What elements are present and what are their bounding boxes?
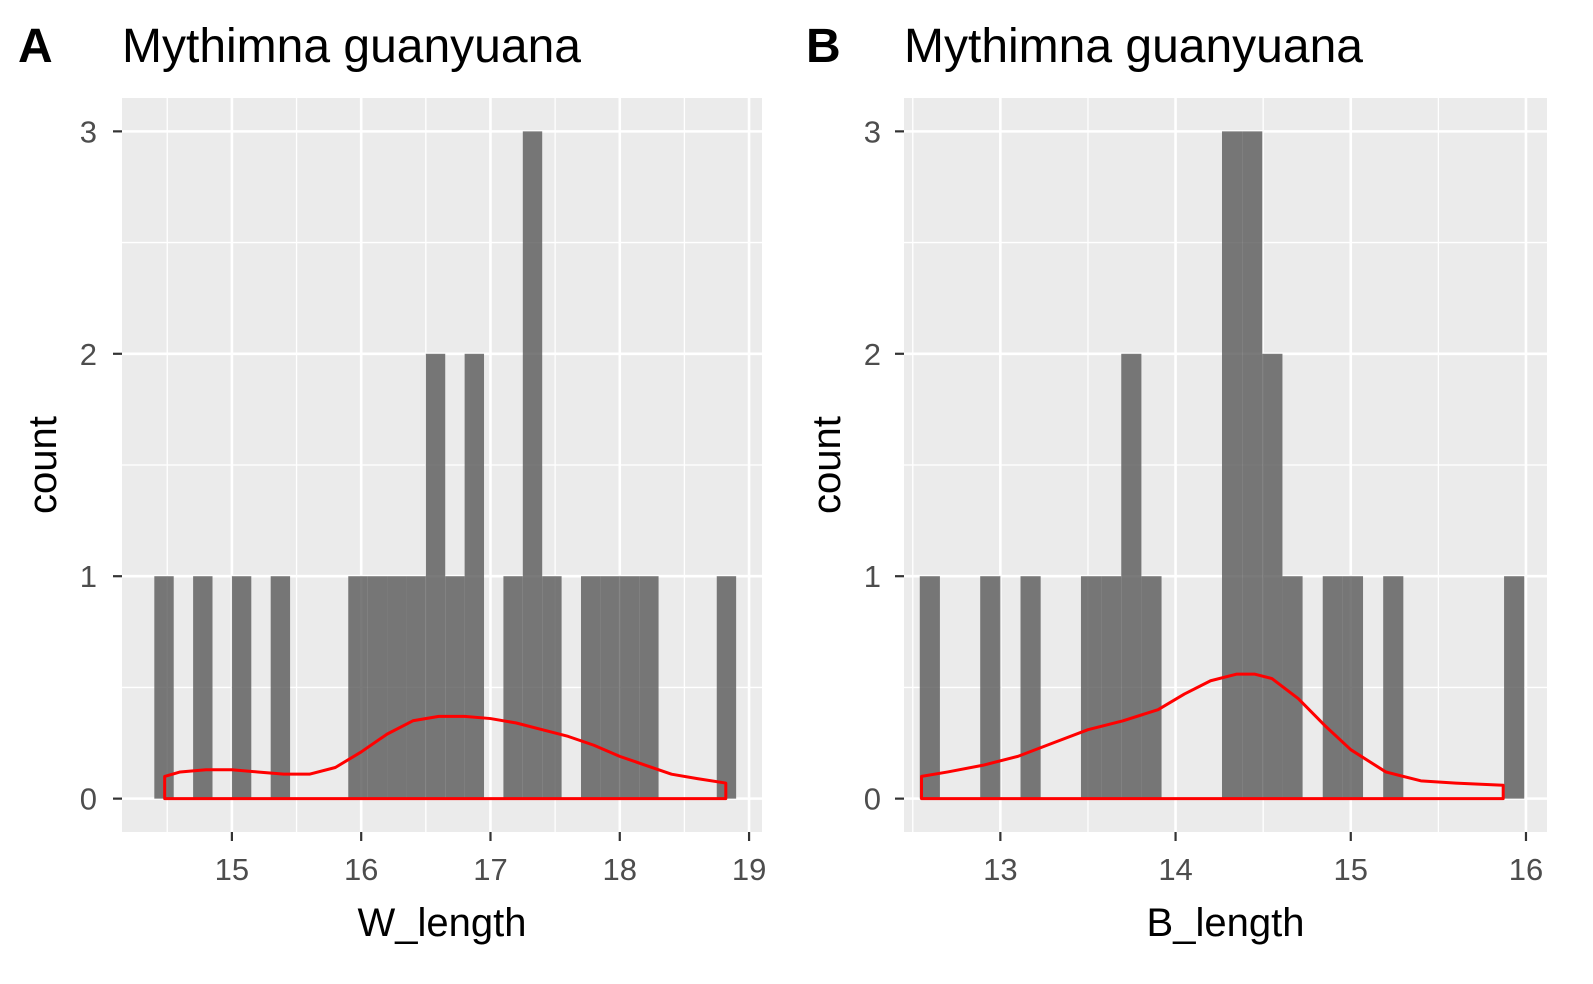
panel-a-bar-18 xyxy=(503,576,523,799)
panel-a-bar-19 xyxy=(522,131,543,799)
panel-b-density-line xyxy=(920,672,1505,801)
panel-b-x-tick-label-2: 15 xyxy=(1334,852,1368,887)
panel-a-title: Mythimna guanyuana xyxy=(122,20,581,73)
panel-b-bar-29 xyxy=(1504,576,1525,799)
panel-a-bar-11 xyxy=(367,576,388,799)
panel-a-y-tick-label-3: 3 xyxy=(80,114,97,149)
panel-a-bar-22 xyxy=(580,576,601,799)
panel-a: 0 1 2 3 15 16 17 18 19 W_length count A Mythimna gua… xyxy=(18,20,766,945)
panel-b-y-tick-label-3: 3 xyxy=(864,114,881,149)
panel-a-bar-24 xyxy=(619,576,640,799)
panel-a-bar-2 xyxy=(193,576,213,799)
panel-b-x-tick-label-0: 13 xyxy=(983,852,1017,887)
panel-a-bar-0 xyxy=(154,576,174,799)
panel-a-x-tick-label-0: 15 xyxy=(215,852,249,887)
panel-b-bar-20 xyxy=(1322,576,1343,799)
panel-a-y-tick-label-0: 0 xyxy=(80,782,97,817)
panel-b-bar-16 xyxy=(1242,131,1263,799)
panel-a-x-tick-label-2: 17 xyxy=(473,852,507,887)
panel-b-x-tick-label-3: 16 xyxy=(1509,852,1543,887)
panel-a-bar-29 xyxy=(716,576,737,799)
panel-a-x-tick-label-4: 19 xyxy=(732,852,766,887)
panel-a-x-axis-title: W_length xyxy=(358,901,527,945)
panel-b-y-tick-label-2: 2 xyxy=(864,337,881,372)
panel-b-bar-8 xyxy=(1080,576,1102,799)
panel-a-bar-16 xyxy=(464,353,485,799)
panel-a-bar-10 xyxy=(348,576,368,799)
panel-b-bar-21 xyxy=(1342,576,1364,799)
panel-b-bar-17 xyxy=(1262,353,1283,799)
panel-a-x-tick-label-1: 16 xyxy=(344,852,378,887)
panel-b-y-tick-label-0: 0 xyxy=(864,782,881,817)
panel-b-bar-18 xyxy=(1282,576,1303,799)
panel-a-density-line xyxy=(163,714,728,801)
panel-a-bar-12 xyxy=(387,576,407,799)
panel-b-bar-23 xyxy=(1383,576,1404,799)
panel-b-x-axis-title: B_length xyxy=(1147,901,1305,945)
panel-a-bar-20 xyxy=(542,576,562,799)
panel-b-bar-0 xyxy=(919,576,940,799)
panel-a-bar-13 xyxy=(406,576,426,799)
panel-b-bar-9 xyxy=(1101,576,1122,799)
panel-b-bar-5 xyxy=(1020,576,1041,799)
panel-b-title: Mythimna guanyuana xyxy=(904,20,1363,73)
panel-b-bar-15 xyxy=(1221,131,1243,799)
panel-a-y-axis-title: count xyxy=(21,416,65,514)
panel-a-bar-15 xyxy=(445,576,465,799)
panel-b-x-tick-label-1: 14 xyxy=(1158,852,1192,887)
panel-a-bar-14 xyxy=(425,353,446,799)
panel-a-bar-25 xyxy=(639,576,659,799)
panel-a-tag: A xyxy=(18,20,53,73)
panel-b-bar-11 xyxy=(1141,576,1162,799)
panel-b-tag: B xyxy=(806,20,841,73)
panel-a-bar-4 xyxy=(231,576,252,799)
panel-b-bar-3 xyxy=(980,576,1001,799)
panel-b-bar-10 xyxy=(1121,353,1142,799)
panel-b: 0 1 2 3 13 14 15 16 B_length count B Mythimna guany… xyxy=(805,20,1547,945)
panel-a-y-tick-label-2: 2 xyxy=(80,337,97,372)
panel-a-bar-6 xyxy=(270,576,291,799)
panel-a-y-tick-label-1: 1 xyxy=(80,559,97,594)
panel-b-y-tick-label-1: 1 xyxy=(864,559,881,594)
panel-a-bar-23 xyxy=(600,576,620,799)
panel-b-y-axis-title: count xyxy=(805,416,849,514)
panel-a-x-tick-label-3: 18 xyxy=(603,852,637,887)
